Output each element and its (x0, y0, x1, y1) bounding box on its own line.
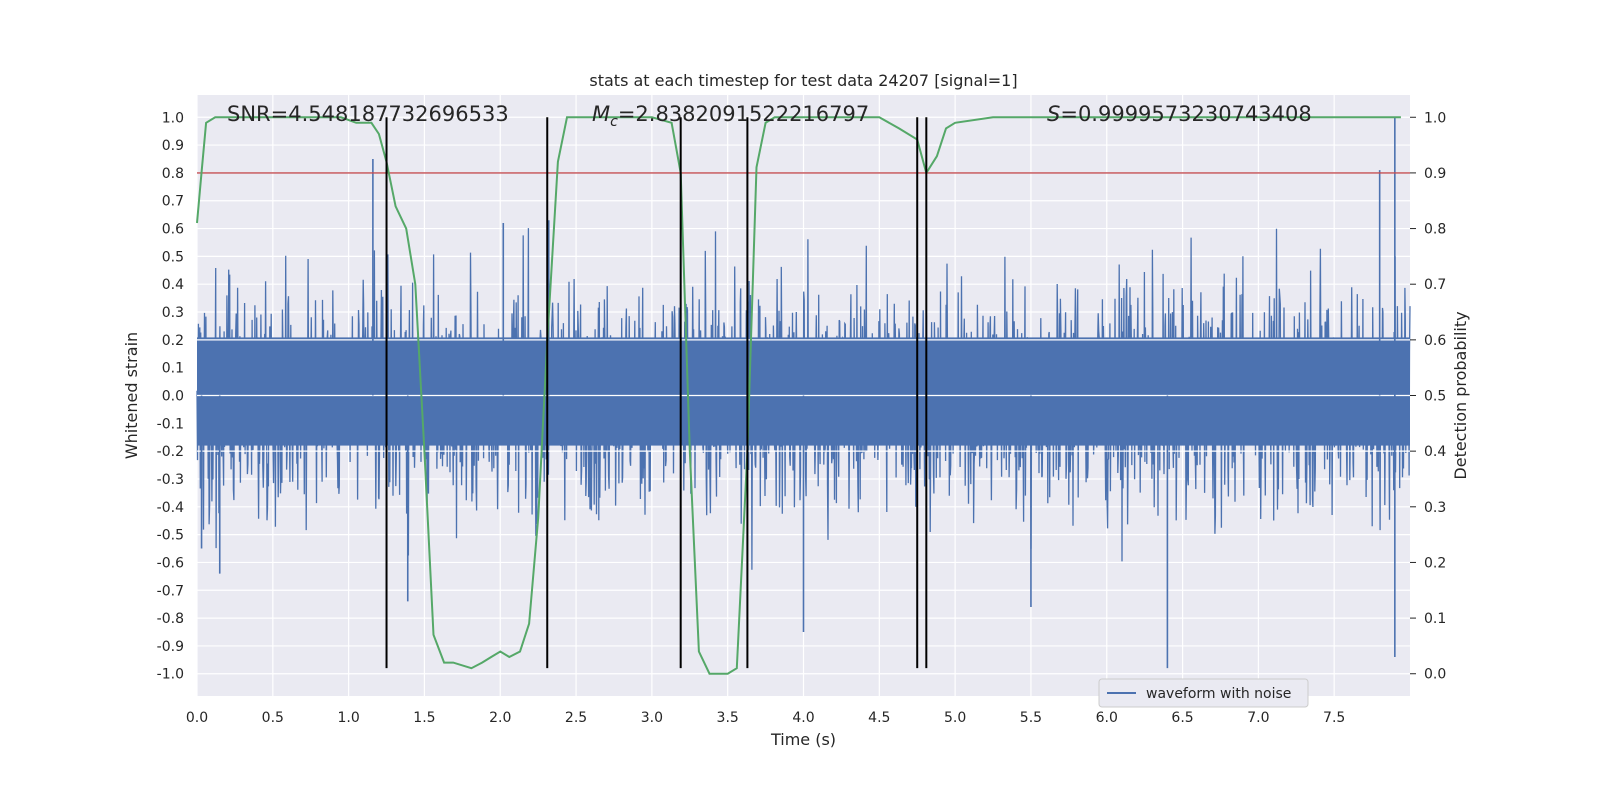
x-tick-label: 7.5 (1323, 710, 1345, 726)
s-value: =0.9999573230743408 (1060, 102, 1311, 126)
s-symbol: S (1047, 102, 1060, 126)
s-annotation: S=0.9999573230743408 (1047, 102, 1312, 126)
y-tick-label: 1.0 (162, 110, 184, 126)
x-tick-label: 6.0 (1096, 710, 1118, 726)
y2-tick-label: 0.2 (1424, 555, 1446, 571)
y2-tick-label: 0.7 (1424, 277, 1446, 293)
y-tick-label: -0.5 (157, 528, 184, 544)
x-tick-label: 5.0 (944, 710, 966, 726)
mc-value: =2.8382091522216797 (618, 102, 869, 126)
y-tick-label: -0.8 (157, 611, 184, 627)
y-tick-label: -0.3 (157, 472, 184, 488)
x-tick-label: 5.5 (1020, 710, 1042, 726)
tick-labels: 0.0 0.5 1.0 1.5 2.0 2.5 3.0 3.5 4.0 4.5 5.0 5.5 6.0 6… (157, 110, 1447, 726)
x-tick-label: 4.5 (868, 710, 890, 726)
y-tick-label: 0.4 (162, 277, 184, 293)
y-tick-label: 0.8 (162, 166, 184, 182)
x-axis-label: Time (s) (770, 730, 836, 749)
x-tick-label: 1.5 (413, 710, 435, 726)
y2-axis-label: Detection probability (1451, 311, 1470, 479)
chart-title: stats at each timestep for test data 242… (589, 71, 1017, 90)
x-tick-label: 3.5 (717, 710, 739, 726)
y2-tick-label: 0.5 (1424, 389, 1446, 405)
y-tick-label: 0.7 (162, 194, 184, 210)
y-tick-label: 0.0 (162, 389, 184, 405)
y-tick-label: 0.2 (162, 333, 184, 349)
probability-series (196, 116, 1401, 675)
chirp-mass-annotation: Mc=2.8382091522216797 (592, 102, 869, 130)
mc-symbol: M (592, 102, 610, 126)
y2-tick-label: 0.1 (1424, 611, 1446, 627)
y2-tick-label: 0.8 (1424, 222, 1446, 238)
y2-tick-label: 1.0 (1424, 110, 1446, 126)
x-tick-label: 2.0 (489, 710, 511, 726)
y2-tick-label: 0.6 (1424, 333, 1446, 349)
snr-annotation: SNR=4.548187732696533 (227, 102, 509, 126)
y-tick-label: 0.1 (162, 361, 184, 377)
y-tick-label: -0.6 (157, 555, 184, 571)
y2-tick-label: 0.4 (1424, 444, 1446, 460)
y-tick-label: 0.5 (162, 249, 184, 265)
vertical-markers (385, 117, 928, 669)
y-tick-label: -0.2 (157, 444, 184, 460)
waveform-series (196, 117, 1411, 669)
x-tick-label: 1.0 (337, 710, 359, 726)
x-tick-label: 3.0 (641, 710, 663, 726)
x-tick-label: 6.5 (1171, 710, 1193, 726)
legend: waveform with noise (1098, 678, 1309, 708)
y-tick-label: -0.7 (157, 583, 184, 599)
y2-tick-label: 0.3 (1424, 500, 1446, 516)
x-tick-label: 2.5 (565, 710, 587, 726)
y-tick-label: 0.3 (162, 305, 184, 321)
y2-tick-label: 0.9 (1424, 166, 1446, 182)
y-tick-label: 0.6 (162, 222, 184, 238)
y-tick-label: -0.4 (157, 500, 184, 516)
x-tick-label: 0.5 (262, 710, 284, 726)
y2-tick-label: 0.0 (1424, 667, 1446, 683)
probability-line (196, 116, 1401, 675)
x-tick-label: 4.0 (792, 710, 814, 726)
y-tick-label: 0.9 (162, 138, 184, 154)
legend-label: waveform with noise (1146, 686, 1291, 702)
mc-subscript: c (610, 114, 618, 130)
y-tick-label: -0.9 (157, 639, 184, 655)
y-axis-label: Whitened strain (122, 332, 141, 459)
x-tick-label: 7.0 (1247, 710, 1269, 726)
x-tick-label: 0.0 (186, 710, 208, 726)
y-tick-label: -1.0 (157, 667, 184, 683)
legend-box (1098, 678, 1309, 708)
y-tick-label: -0.1 (157, 416, 184, 432)
